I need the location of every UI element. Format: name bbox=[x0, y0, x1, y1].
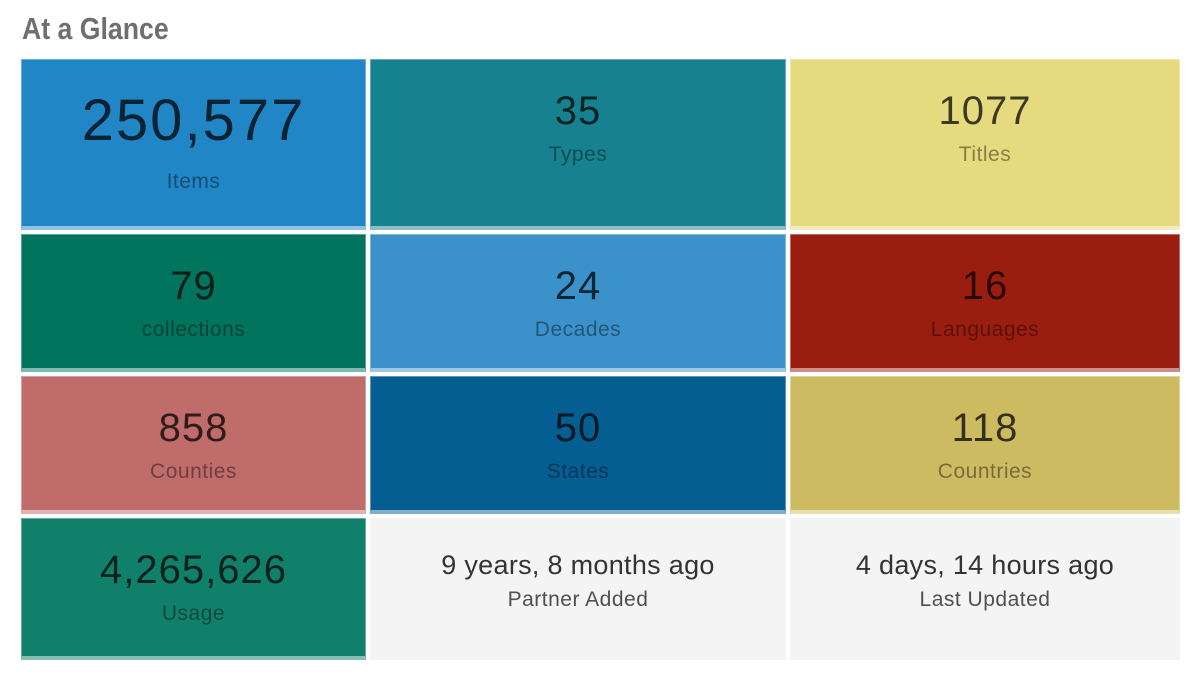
page-title: At a Glance bbox=[22, 11, 169, 46]
stats-grid: 250,577 Items 35 Types 1077 Titles 79 co… bbox=[21, 58, 1180, 660]
stat-label: Usage bbox=[161, 601, 226, 625]
stat-label: Items bbox=[166, 170, 221, 194]
stat-label: Decades bbox=[534, 317, 622, 341]
stat-value: 1077 bbox=[938, 88, 1032, 133]
stat-value: 858 bbox=[158, 405, 229, 450]
stat-label: Counties bbox=[150, 459, 237, 483]
stat-tile: 35 Types bbox=[370, 58, 786, 230]
stat-label: States bbox=[546, 459, 610, 483]
stat-label: Last Updated bbox=[919, 587, 1051, 611]
stat-value: 16 bbox=[961, 263, 1009, 308]
stat-label: Languages bbox=[930, 317, 1040, 341]
stat-tile: 4,265,626 Usage bbox=[21, 517, 366, 660]
stat-value: 250,577 bbox=[81, 87, 306, 153]
stat-value: 35 bbox=[554, 88, 602, 133]
stat-value: 79 bbox=[170, 263, 217, 308]
stat-tile: 250,577 Items bbox=[21, 58, 366, 230]
stat-tile: 16 Languages bbox=[790, 233, 1180, 372]
stat-tile: 79 collections bbox=[21, 233, 366, 372]
stat-tile: 4 days, 14 hours ago Last Updated bbox=[790, 517, 1180, 660]
stat-label: collections bbox=[141, 317, 246, 341]
stat-tile: 50 States bbox=[370, 375, 786, 514]
stat-value: 118 bbox=[951, 405, 1019, 450]
stat-value: 9 years, 8 months ago bbox=[441, 549, 715, 580]
stat-label: Titles bbox=[958, 142, 1012, 166]
stat-value: 4 days, 14 hours ago bbox=[855, 549, 1115, 580]
stat-tile: 1077 Titles bbox=[790, 58, 1180, 230]
stat-tile: 9 years, 8 months ago Partner Added bbox=[370, 517, 786, 660]
stat-label: Partner Added bbox=[507, 587, 649, 611]
stat-tile: 858 Counties bbox=[21, 375, 366, 514]
stat-tile: 118 Countries bbox=[790, 375, 1180, 514]
stat-label: Countries bbox=[937, 459, 1033, 483]
stat-value: 4,265,626 bbox=[100, 547, 287, 592]
stat-tile: 24 Decades bbox=[370, 233, 786, 372]
stat-label: Types bbox=[548, 142, 608, 166]
stat-value: 24 bbox=[554, 263, 602, 308]
stat-value: 50 bbox=[554, 405, 602, 450]
